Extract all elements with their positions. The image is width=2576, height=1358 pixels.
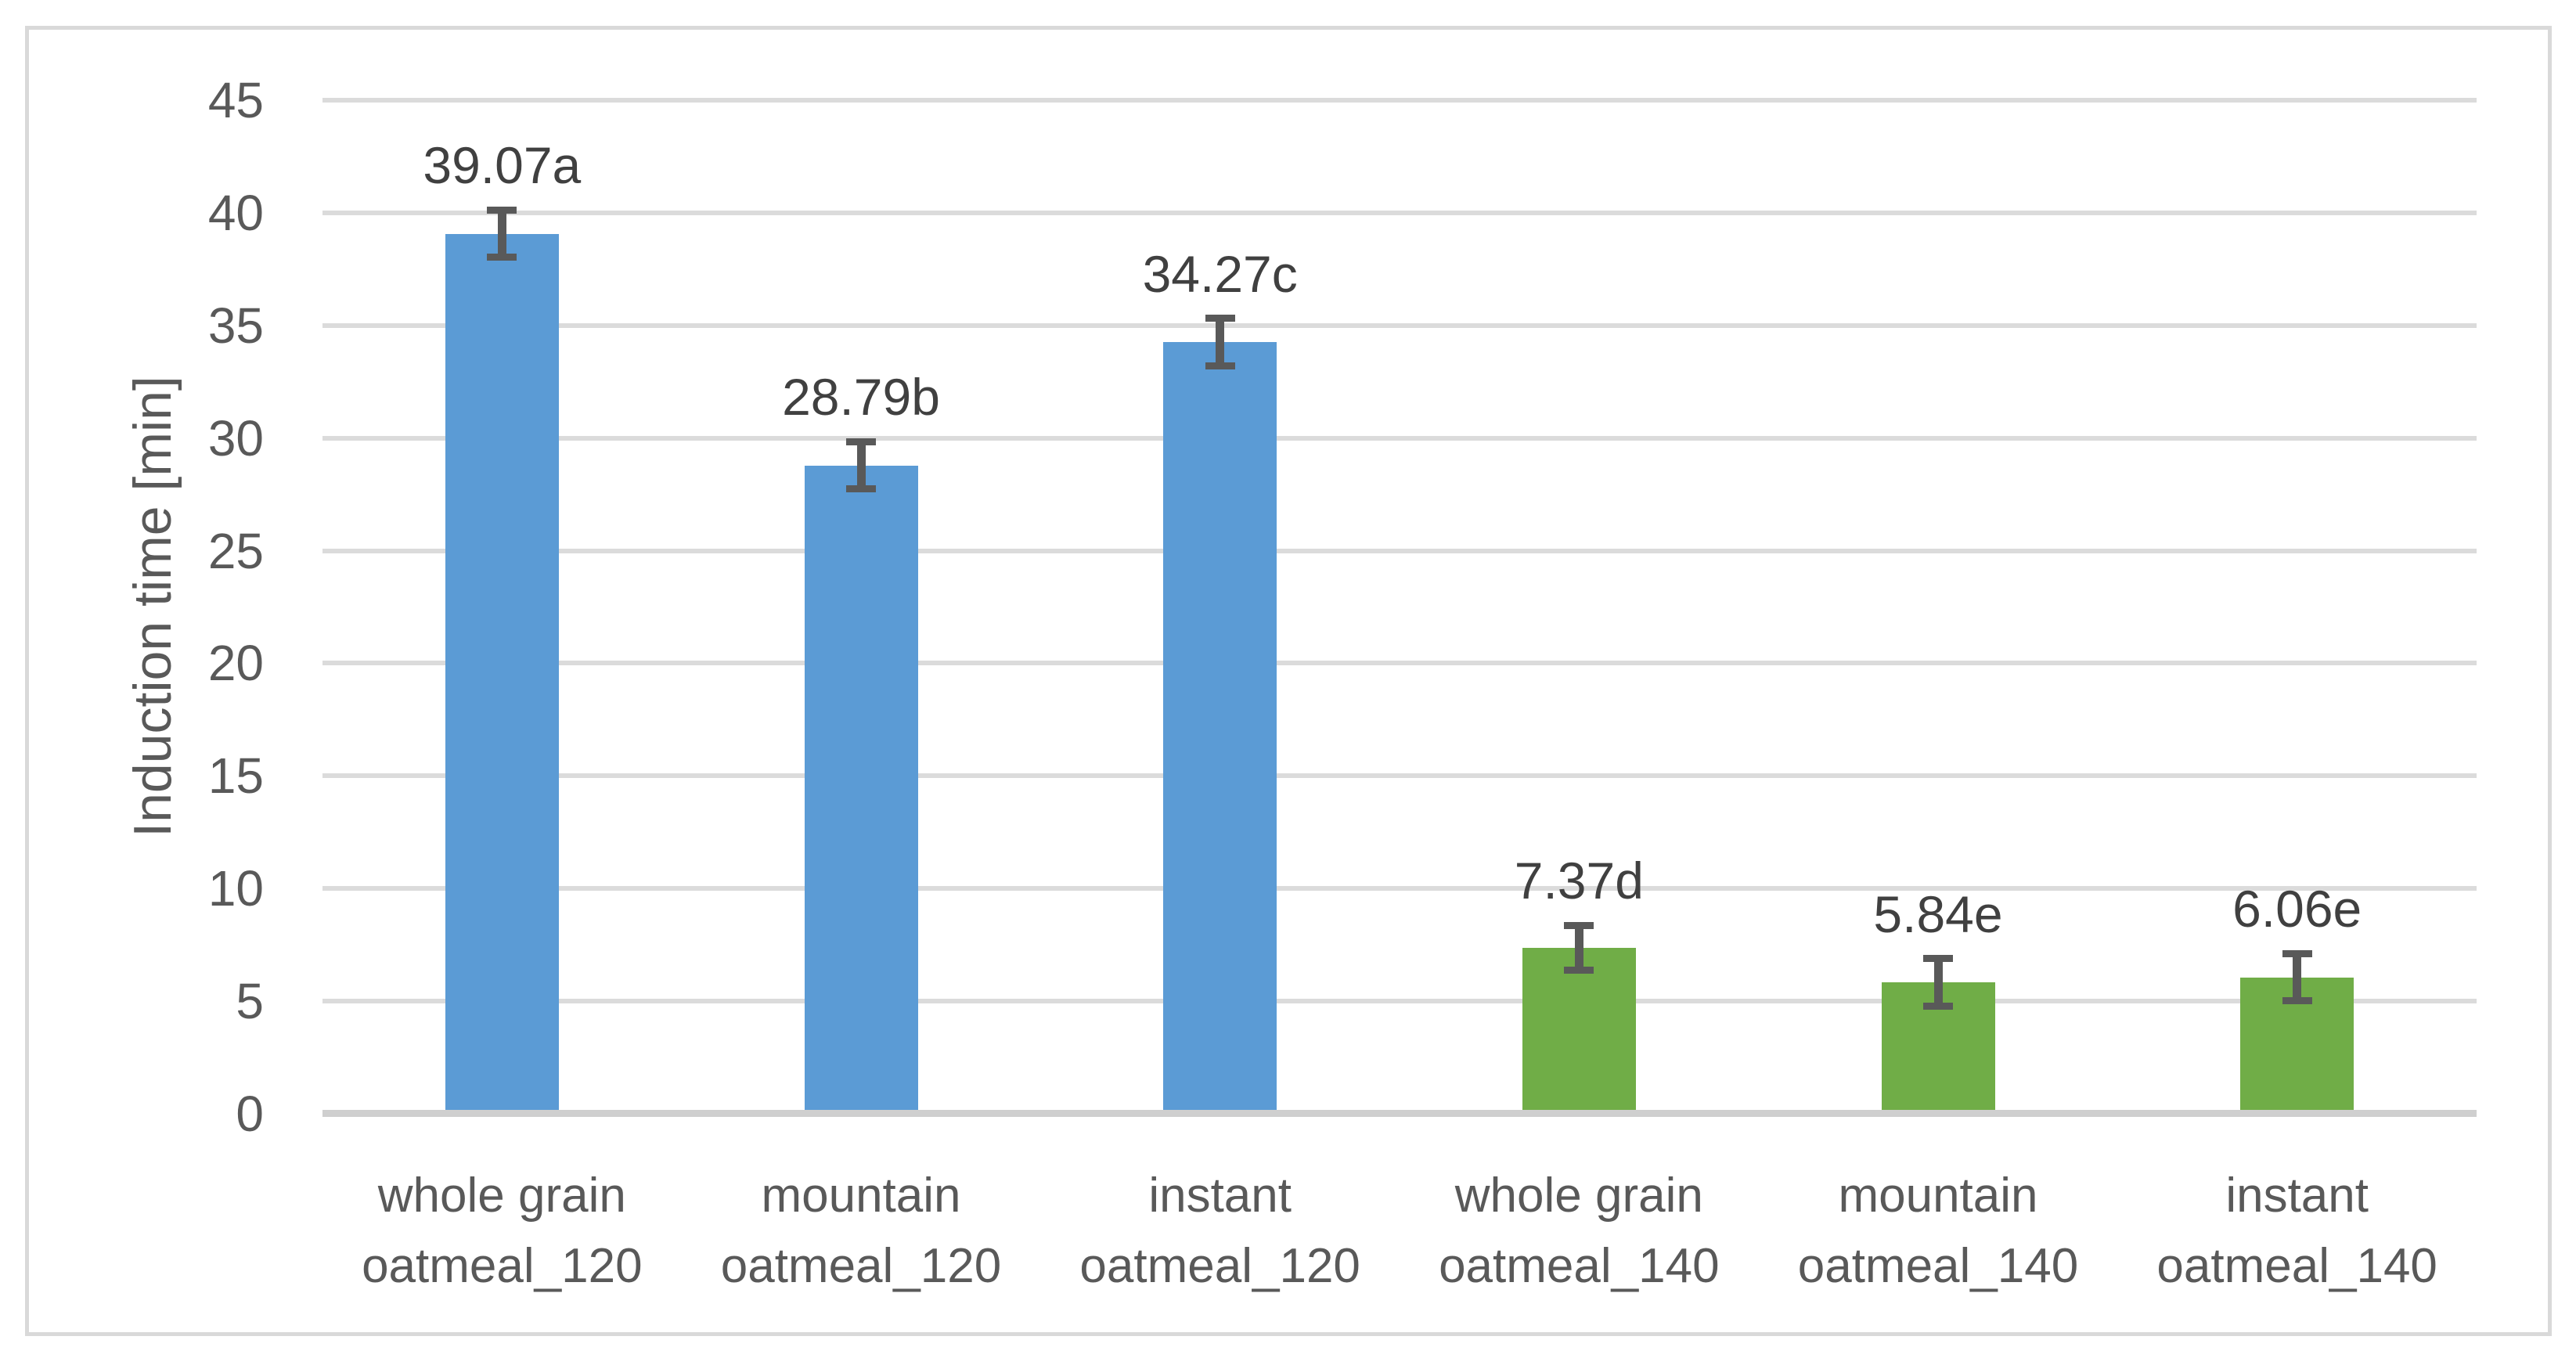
x-category-label-6-line2: oatmeal_140 [2156, 1239, 2437, 1293]
bar-2 [804, 465, 918, 1114]
y-tick-label-0: 0 [236, 1086, 264, 1142]
chart-frame [25, 26, 2552, 1336]
y-tick-label-45: 45 [207, 72, 264, 128]
x-category-label-4-line2: oatmeal_140 [1439, 1239, 1720, 1293]
gridline-45 [322, 98, 2477, 103]
y-tick-label-35: 35 [207, 297, 264, 354]
x-category-label-2-line2: oatmeal_120 [720, 1239, 1002, 1293]
x-category-label-1-line2: oatmeal_120 [362, 1239, 643, 1293]
error-bar-line-1 [497, 210, 506, 258]
x-category-label-3-line2: oatmeal_120 [1079, 1239, 1360, 1293]
error-bar-cap-bottom-2 [846, 485, 876, 493]
y-tick-label-40: 40 [207, 184, 264, 241]
x-category-label-3-line1: instant [1148, 1169, 1292, 1223]
error-bar-line-5 [1933, 958, 1943, 1007]
x-category-label-4: whole grain oatmeal_140 [1400, 1161, 1759, 1302]
error-bar-line-2 [856, 441, 866, 489]
error-bar-cap-bottom-3 [1205, 362, 1235, 369]
gridline-40 [322, 210, 2477, 215]
x-category-label-5: mountain oatmeal_140 [1759, 1161, 2118, 1302]
bar-3 [1163, 341, 1277, 1114]
error-bar-cap-top-3 [1205, 315, 1235, 322]
y-tick-label-5: 5 [236, 973, 264, 1030]
bar-4 [1522, 947, 1636, 1114]
x-category-label-2-line1: mountain [761, 1169, 961, 1223]
gridline-25 [322, 548, 2477, 553]
gridline-35 [322, 322, 2477, 328]
error-bar-cap-top-6 [2282, 949, 2312, 957]
y-tick-label-20: 20 [207, 635, 264, 692]
x-category-label-6-line1: instant [2225, 1169, 2369, 1223]
error-bar-cap-top-4 [1564, 921, 1594, 929]
x-category-label-5-line2: oatmeal_140 [1797, 1239, 2079, 1293]
error-bar-cap-bottom-1 [487, 254, 517, 261]
x-category-label-3: instant oatmeal_120 [1040, 1161, 1400, 1302]
x-category-label-1: whole grain oatmeal_120 [322, 1161, 682, 1302]
error-bar-cap-bottom-4 [1564, 967, 1594, 974]
data-label-2: 28.79b [782, 368, 940, 427]
data-label-1: 39.07a [423, 136, 582, 195]
x-category-label-5-line1: mountain [1838, 1169, 2038, 1223]
error-bar-line-6 [2293, 953, 2302, 1001]
error-bar-line-4 [1574, 925, 1583, 971]
data-label-5: 5.84e [1873, 884, 2003, 943]
error-bar-cap-top-1 [487, 206, 517, 214]
gridline-30 [322, 435, 2477, 441]
error-bar-cap-bottom-5 [1923, 1002, 1953, 1010]
plot-area: 39.07a 28.79b 34.27c 7.37d 5.84e 6.06e [322, 98, 2477, 1117]
y-tick-label-30: 30 [207, 409, 264, 466]
x-category-label-2: mountain oatmeal_120 [682, 1161, 1041, 1302]
y-tick-label-10: 10 [207, 860, 264, 917]
data-label-6: 6.06e [2232, 880, 2362, 938]
error-bar-cap-bottom-6 [2282, 997, 2312, 1005]
error-bar-cap-top-2 [846, 438, 876, 445]
y-tick-label-25: 25 [207, 522, 264, 579]
error-bar-cap-top-5 [1923, 955, 1953, 963]
x-category-label-6: instant oatmeal_140 [2117, 1161, 2477, 1302]
x-category-label-1-line1: whole grain [377, 1169, 626, 1223]
gridline-10 [322, 886, 2477, 892]
x-category-label-4-line1: whole grain [1454, 1169, 1703, 1223]
data-label-3: 34.27c [1142, 244, 1298, 303]
data-label-4: 7.37d [1514, 852, 1644, 910]
y-tick-label-15: 15 [207, 747, 264, 805]
gridline-15 [322, 773, 2477, 779]
gridline-20 [322, 661, 2477, 666]
x-axis-line [322, 1110, 2477, 1117]
error-bar-line-3 [1216, 318, 1225, 366]
gridline-5 [322, 999, 2477, 1004]
bar-1 [445, 233, 559, 1114]
